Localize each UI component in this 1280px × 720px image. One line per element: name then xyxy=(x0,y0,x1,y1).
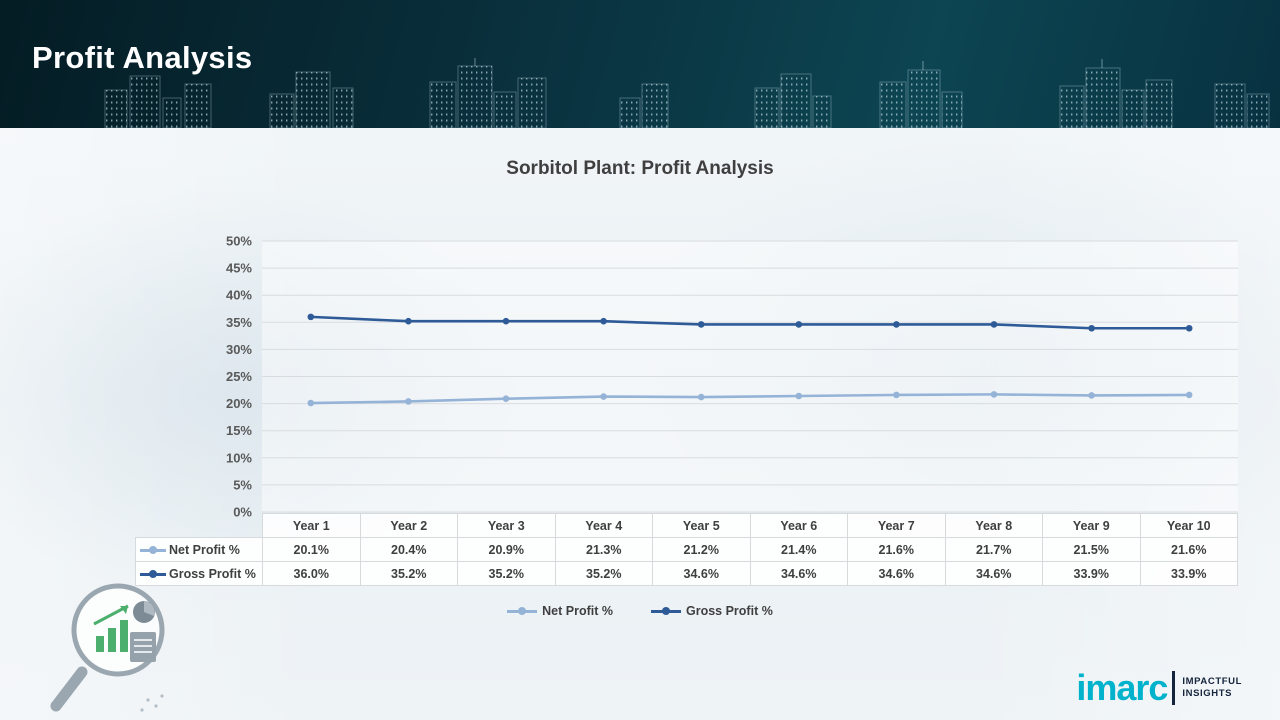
imarc-logo-text: imarc xyxy=(1076,667,1168,708)
data-point-marker xyxy=(893,321,900,328)
series-row-label: Net Profit % xyxy=(135,537,263,562)
chart-legend: Net Profit % Gross Profit % xyxy=(0,604,1280,618)
y-axis-tick-label: 35% xyxy=(226,315,252,330)
y-axis-tick-label: 45% xyxy=(226,261,252,276)
y-axis-tick-label: 20% xyxy=(226,396,252,411)
table-cell: 21.5% xyxy=(1042,537,1141,562)
table-cell: 35.2% xyxy=(359,561,458,586)
data-point-marker xyxy=(502,395,510,403)
table-col-header: Year 3 xyxy=(457,513,556,538)
logo-divider xyxy=(1172,671,1176,705)
data-point-marker xyxy=(600,317,607,325)
series-key-icon xyxy=(140,570,166,579)
y-axis-tick-label: 5% xyxy=(233,477,252,492)
data-point-marker xyxy=(1185,324,1193,332)
tagline-line-2: INSIGHTS xyxy=(1182,688,1233,699)
data-table: Year 1 Year 2 Year 3 Year 4 Year 5 Year 6 Year… xyxy=(135,513,1238,586)
tagline-line-1: IMPACTFUL xyxy=(1182,676,1242,688)
data-point-marker xyxy=(502,317,510,325)
imarc-logo: imarc IMPACTFUL INSIGHTS xyxy=(1076,670,1242,706)
table-cell: 33.9% xyxy=(1139,561,1238,586)
series-line-net-profit- xyxy=(309,393,1191,405)
table-cell: 21.6% xyxy=(1139,537,1238,562)
table-cell: 20.9% xyxy=(457,537,556,562)
chart-title: Sorbitol Plant: Profit Analysis xyxy=(506,158,774,179)
table-cell: 36.0% xyxy=(262,561,361,586)
table-col-header: Year 6 xyxy=(749,513,848,538)
table-corner-cell xyxy=(136,514,263,538)
table-col-header: Year 7 xyxy=(847,513,946,538)
data-point-marker xyxy=(990,391,998,398)
logo-tagline: IMPACTFUL INSIGHTS xyxy=(1182,676,1242,700)
magnifier-chart-icon xyxy=(50,583,165,712)
table-cell: 21.4% xyxy=(749,537,848,562)
table-col-header: Year 10 xyxy=(1139,513,1238,538)
table-cell: 34.6% xyxy=(847,561,946,586)
table-col-header: Year 9 xyxy=(1042,513,1141,538)
table-cell: 35.2% xyxy=(554,561,653,586)
table-col-header: Year 1 xyxy=(262,513,361,538)
data-point-marker xyxy=(697,321,705,328)
y-axis-tick-label: 0% xyxy=(233,505,252,520)
table-row: Net Profit % 20.1% 20.4% 20.9% 21.3% 21.2% 21.… xyxy=(135,537,1238,562)
table-cell: 34.6% xyxy=(652,561,751,586)
data-point-marker xyxy=(1185,391,1193,399)
series-line-gross-profit- xyxy=(309,315,1191,330)
legend-key-icon xyxy=(507,607,538,616)
data-point-marker xyxy=(795,321,803,328)
y-axis-tick-label: 50% xyxy=(226,234,252,249)
table-col-header: Year 2 xyxy=(359,513,458,538)
y-axis-tick-label: 25% xyxy=(226,369,252,384)
table-cell: 20.4% xyxy=(359,537,458,562)
y-axis-tick-label: 30% xyxy=(226,342,252,357)
y-axis-tick-label: 10% xyxy=(226,450,252,465)
data-point-marker xyxy=(1088,324,1095,332)
y-axis-tick-label: 15% xyxy=(226,423,252,438)
table-cell: 21.7% xyxy=(944,537,1043,562)
legend-key-icon xyxy=(651,607,681,616)
data-point-marker xyxy=(405,317,412,325)
table-col-header: Year 4 xyxy=(554,513,653,538)
data-point-marker xyxy=(990,321,998,328)
data-point-marker xyxy=(405,398,412,405)
data-point-marker xyxy=(795,392,803,400)
table-row: Gross Profit % 36.0% 35.2% 35.2% 35.2% 34.6% 3… xyxy=(135,561,1238,586)
legend-item: Net Profit % xyxy=(507,604,613,618)
series-row-label: Gross Profit % xyxy=(135,561,263,586)
data-point-marker xyxy=(307,313,315,321)
data-point-marker xyxy=(600,393,607,400)
legend-item: Gross Profit % xyxy=(651,604,773,618)
table-cell: 34.6% xyxy=(944,561,1043,586)
table-cell: 21.2% xyxy=(652,537,751,562)
legend-label: Gross Profit % xyxy=(686,604,773,618)
table-cell: 21.3% xyxy=(554,537,653,562)
table-cell: 20.1% xyxy=(262,537,361,562)
city-skyline-graphic xyxy=(104,58,1270,128)
header-banner: Profit Analysis xyxy=(0,0,1280,128)
profit-line-chart: 0% 5% 10% 15% 20% 25% 30% 35% 40% 45% 50% xyxy=(226,234,1238,520)
table-cell: 21.6% xyxy=(847,537,946,562)
data-point-marker xyxy=(697,393,705,401)
data-point-marker xyxy=(1088,392,1095,399)
series-key-icon xyxy=(140,546,166,555)
table-col-header: Year 8 xyxy=(944,513,1043,538)
y-axis-tick-label: 40% xyxy=(226,288,252,303)
table-col-header: Year 5 xyxy=(652,513,751,538)
page-title: Profit Analysis xyxy=(32,40,253,75)
data-point-marker xyxy=(893,391,900,399)
table-cell: 35.2% xyxy=(457,561,556,586)
legend-label: Net Profit % xyxy=(542,604,613,618)
table-cell: 33.9% xyxy=(1042,561,1141,586)
table-cell: 34.6% xyxy=(749,561,848,586)
data-point-marker xyxy=(307,399,315,407)
